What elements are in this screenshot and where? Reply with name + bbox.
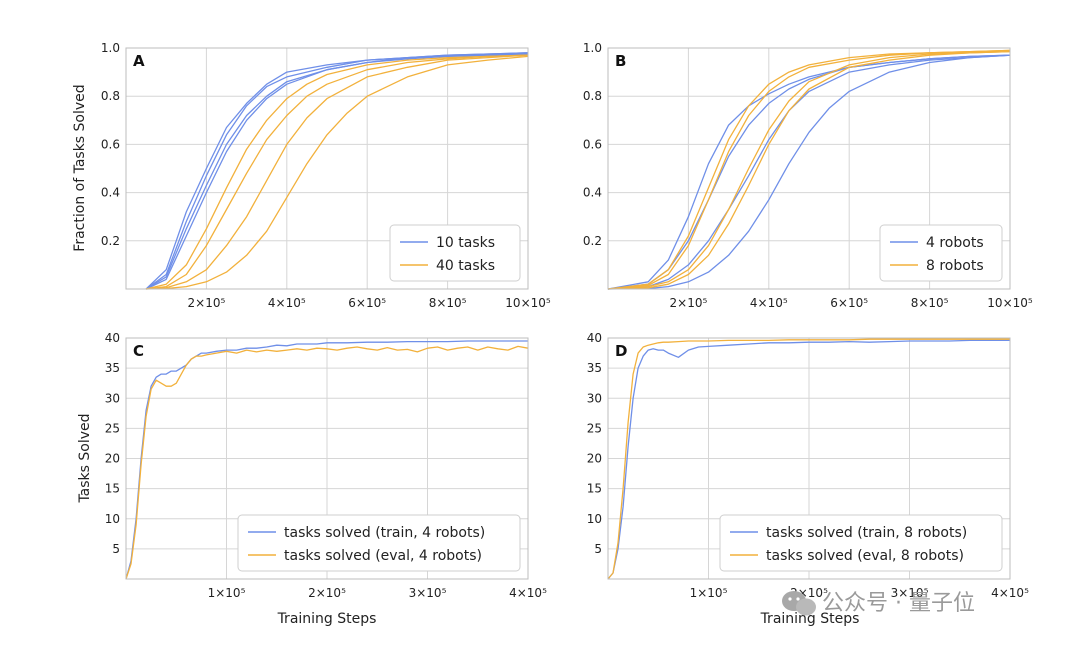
- x-tick-label-d-3: 4×10⁵: [991, 586, 1029, 600]
- series-line-b-2: [607, 54, 1011, 290]
- y-tick-label-d-1: 10: [587, 512, 602, 526]
- panel-letter-b: B: [615, 52, 626, 70]
- plot-frame-d: [607, 337, 1011, 580]
- y-tick-label-c-1: 10: [105, 512, 120, 526]
- legend-box-b: [879, 224, 1003, 282]
- y-tick-label-d-6: 35: [587, 361, 602, 375]
- series-line-b-7: [607, 50, 1011, 290]
- panel-c: 1×10⁵ 2×10⁵ 3×10⁵ 4×10⁵ 5 10 15 20 25 30 35 40 Ctask…: [105, 331, 547, 600]
- x-tick-label-d-2: 3×10⁵: [891, 586, 929, 600]
- y-tick-label-d-3: 20: [587, 452, 602, 466]
- x-tick-label-a-4: 10×10⁵: [505, 296, 551, 310]
- y-tick-label-a-2: 0.6: [101, 137, 120, 151]
- plot-frame-a: [125, 47, 529, 290]
- y-tick-label-d-7: 40: [587, 331, 602, 345]
- y-tick-label-a-1: 0.4: [101, 186, 120, 200]
- x-tick-label-b-3: 8×10⁵: [911, 296, 949, 310]
- series-line-b-5: [607, 49, 1011, 290]
- y-tick-label-a-0: 0.2: [101, 234, 120, 248]
- x-tick-label-b-1: 4×10⁵: [750, 296, 788, 310]
- x-tick-label-a-2: 6×10⁵: [348, 296, 386, 310]
- watermark: 公众号 · 量子位: [782, 591, 975, 616]
- y-tick-label-a-3: 0.8: [101, 89, 120, 103]
- legend-a: 10 tasks 40 tasks: [389, 224, 521, 282]
- y-tick-label-b-4: 1.0: [583, 41, 602, 55]
- legend-c: tasks solved (train, 4 robots) tasks solv…: [237, 514, 521, 572]
- y-tick-label-d-4: 25: [587, 421, 602, 435]
- y-tick-label-a-4: 1.0: [101, 41, 120, 55]
- y-tick-label-b-3: 0.8: [583, 89, 602, 103]
- x-tick-label-b-2: 6×10⁵: [830, 296, 868, 310]
- y-tick-label-b-1: 0.4: [583, 186, 602, 200]
- y-tick-label-c-5: 30: [105, 391, 120, 405]
- y-tick-label-c-4: 25: [105, 421, 120, 435]
- x-tick-label-c-2: 3×10⁵: [409, 586, 447, 600]
- legend-box-c: [237, 514, 521, 572]
- x-tick-label-a-1: 4×10⁵: [268, 296, 306, 310]
- x-axis-label-c: Training Steps: [277, 611, 377, 627]
- series-line-a-3: [145, 53, 529, 290]
- legend-label-b-0: 4 robots: [926, 235, 984, 251]
- x-tick-label-a-3: 8×10⁵: [429, 296, 467, 310]
- y-tick-label-d-0: 5: [594, 542, 602, 556]
- series-line-a-7: [146, 55, 529, 290]
- series-line-b-6: [607, 50, 1011, 290]
- series-line-a-6: [146, 54, 529, 290]
- panel-letter-a: A: [133, 52, 145, 70]
- x-tick-label-b-4: 10×10⁵: [987, 296, 1033, 310]
- legend-d: tasks solved (train, 8 robots) tasks solv…: [719, 514, 1003, 572]
- legend-label-a-0: 10 tasks: [436, 235, 495, 251]
- series-line-a-4: [145, 54, 529, 290]
- series-line-b-1: [607, 54, 1011, 290]
- plot-frame-b: [607, 47, 1011, 290]
- panel-letter-d: D: [615, 342, 627, 360]
- series-line-b-3: [607, 54, 1011, 290]
- x-axis-label-d: Training Steps: [760, 611, 860, 627]
- series-line-c-0: [125, 340, 528, 580]
- series-line-c-1: [125, 345, 529, 580]
- x-tick-label-d-0: 1×10⁵: [690, 586, 728, 600]
- legend-label-c-1: tasks solved (eval, 4 robots): [284, 548, 482, 564]
- x-tick-label-c-1: 2×10⁵: [308, 586, 346, 600]
- series-line-d-0: [607, 339, 1010, 580]
- y-tick-label-c-6: 35: [105, 361, 120, 375]
- y-tick-label-b-2: 0.6: [583, 137, 602, 151]
- panel-b: 2×10⁵ 4×10⁵ 6×10⁵ 8×10⁵ 10×10⁵ 0.2 0.4 0.6 0.8 1.…: [583, 41, 1033, 310]
- wechat-icon: [782, 591, 816, 616]
- x-tick-label-a-0: 2×10⁵: [188, 296, 226, 310]
- legend-b: 4 robots 8 robots: [879, 224, 1003, 282]
- x-tick-label-b-0: 2×10⁵: [670, 296, 708, 310]
- legend-label-d-1: tasks solved (eval, 8 robots): [766, 548, 964, 564]
- series-line-d-1: [607, 338, 1010, 580]
- y-tick-label-d-2: 15: [587, 482, 602, 496]
- y-tick-label-b-0: 0.2: [583, 234, 602, 248]
- y-tick-label-c-3: 20: [105, 452, 120, 466]
- legend-label-d-0: tasks solved (train, 8 robots): [766, 525, 967, 541]
- panel-d: 1×10⁵ 2×10⁵ 3×10⁵ 4×10⁵510152025303540Dtask…: [587, 331, 1029, 600]
- x-tick-label-c-3: 4×10⁵: [509, 586, 547, 600]
- series-line-a-1: [145, 52, 529, 290]
- legend-label-a-1: 40 tasks: [436, 258, 495, 274]
- panel-a: 2×10⁵ 4×10⁵ 6×10⁵ 8×10⁵ 10×10⁵ 0.2 0.4 0.6 0.8 1.…: [101, 41, 551, 310]
- watermark-text: 公众号 · 量子位: [822, 591, 975, 616]
- y-axis-label-bottom: Tasks Solved: [77, 413, 93, 503]
- legend-label-b-1: 8 robots: [926, 258, 984, 274]
- series-line-a-5: [146, 54, 529, 290]
- legend-box-d: [719, 514, 1003, 572]
- legend-label-c-0: tasks solved (train, 4 robots): [284, 525, 485, 541]
- plot-frame-c: [125, 337, 529, 580]
- x-tick-label-c-0: 1×10⁵: [208, 586, 246, 600]
- panel-letter-c: C: [133, 342, 144, 360]
- y-tick-label-d-5: 30: [587, 391, 602, 405]
- y-tick-label-c-2: 15: [105, 482, 120, 496]
- y-tick-label-c-0: 5: [112, 542, 120, 556]
- legend-box-a: [389, 224, 521, 282]
- y-axis-label-top: Fraction of Tasks Solved: [72, 84, 88, 251]
- y-tick-label-c-7: 40: [105, 331, 120, 345]
